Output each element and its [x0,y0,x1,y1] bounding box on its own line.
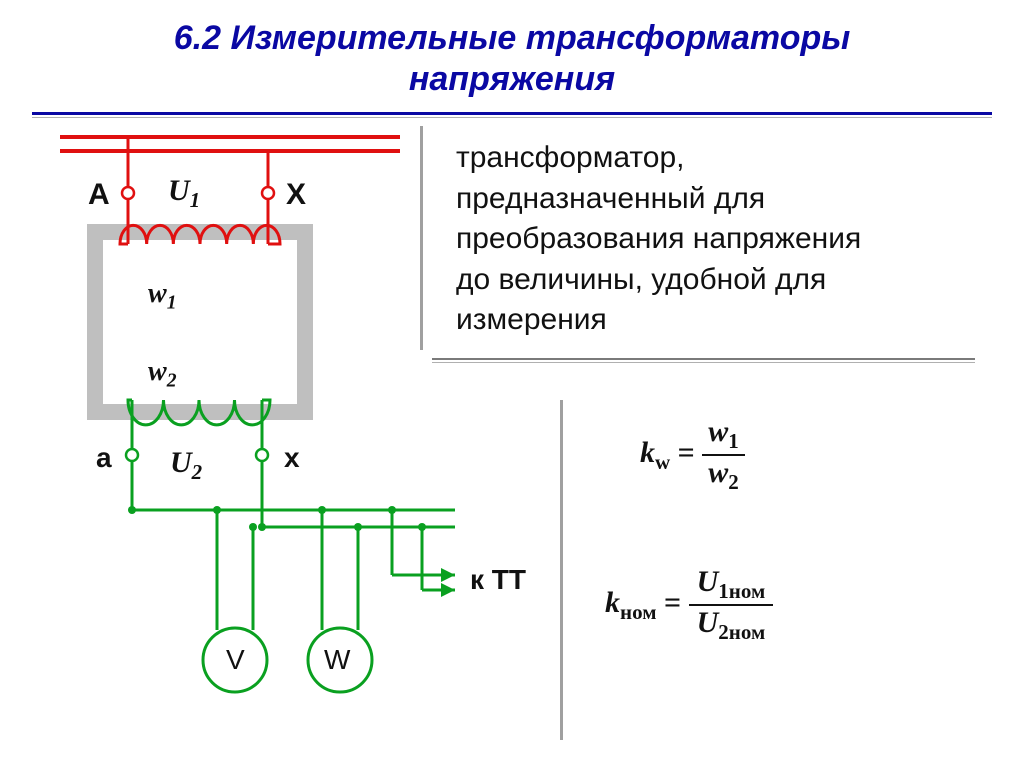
knom-lhs: kном [605,586,657,619]
kw-lhs: kw [640,436,670,469]
junction-dot [258,523,266,531]
meter-W-label: W [324,644,350,676]
slide: 6.2 Измерительные трансформаторы напряже… [0,0,1024,767]
terminal-x [256,449,268,461]
junction-dot [128,506,136,514]
label-X: Х [286,178,306,212]
terminal-X [262,187,274,199]
junction-dot [354,523,362,531]
arrowhead-icon [441,583,455,597]
formula-kw: kw = w1 w2 [640,415,745,495]
terminal-a [126,449,138,461]
junction-dot [249,523,257,531]
label-w1: w1 [148,278,176,315]
junction-dot [318,506,326,514]
label-U2: U2 [170,446,202,485]
label-kTT: к ТТ [470,564,526,596]
junction-dot [418,523,426,531]
terminal-A [122,187,134,199]
junction-dot [388,506,396,514]
junction-dot [213,506,221,514]
arrowhead-icon [441,568,455,582]
label-A: А [88,178,110,212]
label-w2: w2 [148,356,176,393]
meter-V-label: V [226,644,245,676]
transformer-core [95,232,305,412]
label-U1: U1 [168,174,200,213]
label-a: а [96,442,112,474]
formula-knom: kном = U1ном U2ном [605,565,773,645]
label-x: х [284,442,300,474]
